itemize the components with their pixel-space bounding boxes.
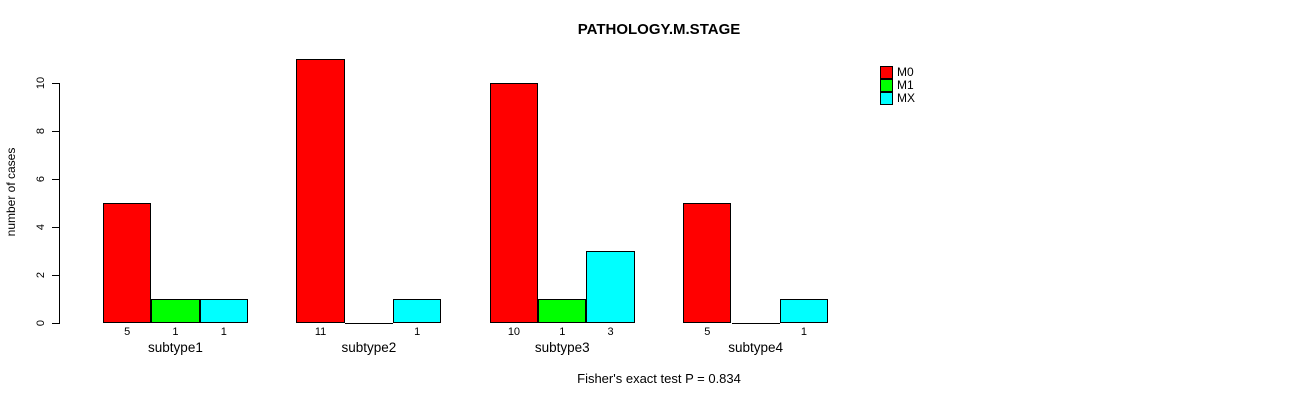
bar-value-label: 10 (507, 326, 521, 338)
bar-m0-subtype1 (103, 203, 152, 323)
legend-label-m1: M1 (897, 78, 914, 92)
bar-value-label: 5 (124, 326, 131, 338)
y-axis-tick-label: 4 (35, 223, 47, 231)
category-label-subtype1: subtype1 (148, 340, 203, 355)
bar-value-label: 5 (704, 326, 711, 338)
bar-m1-subtype3 (538, 299, 587, 323)
legend-label-m0: M0 (897, 65, 914, 79)
bar-value-label: 1 (414, 326, 421, 338)
legend-label-mx: MX (897, 91, 915, 105)
bar-value-label: 3 (607, 326, 614, 338)
bar-m0-subtype4 (683, 203, 732, 323)
bar-mx-subtype4 (779, 299, 829, 323)
bar-mx-subtype2 (393, 299, 442, 323)
y-axis-tick (52, 227, 59, 228)
category-label-subtype2: subtype2 (341, 340, 397, 355)
bar-mx-subtype3 (586, 251, 635, 323)
bar-m0-subtype3 (489, 83, 539, 323)
bar-zero-m1-subtype4 (731, 323, 780, 324)
category-label-subtype3: subtype3 (534, 340, 590, 355)
category-label-subtype4: subtype4 (728, 340, 784, 355)
bar-zero-m1-subtype2 (344, 323, 393, 324)
bar-mx-subtype1 (199, 299, 248, 323)
bar-value-label: 1 (172, 326, 179, 338)
legend-item-m1: M1 (880, 79, 915, 92)
y-axis-tick-label: 6 (35, 175, 47, 183)
bar-value-label: 1 (220, 326, 227, 338)
bar-m1-subtype1 (151, 299, 200, 323)
legend-swatch-m1 (880, 79, 893, 92)
y-axis-tick-label: 0 (35, 319, 47, 327)
y-axis-tick (52, 83, 59, 84)
y-axis-tick-label: 2 (35, 271, 47, 279)
chart-title: PATHOLOGY.M.STAGE (577, 21, 741, 38)
legend-item-m0: M0 (880, 66, 915, 79)
bar-value-label: 11 (314, 326, 327, 338)
legend-item-mx: MX (880, 92, 915, 105)
y-axis-tick (52, 275, 59, 276)
y-axis-tick (52, 323, 59, 324)
legend: M0 M1 MX (880, 66, 915, 105)
y-axis-tick-label: 8 (35, 127, 47, 135)
bar-m0-subtype2 (296, 59, 345, 323)
stat-annotation: Fisher's exact test P = 0.834 (577, 371, 741, 386)
y-axis-tick (52, 131, 59, 132)
bar-value-label: 1 (800, 326, 807, 338)
y-axis-tick (52, 179, 59, 180)
legend-swatch-mx (880, 92, 893, 105)
y-axis-tick-label: 10 (35, 76, 47, 90)
legend-swatch-m0 (880, 66, 893, 79)
y-axis-line (59, 83, 60, 324)
bar-value-label: 1 (559, 326, 566, 338)
